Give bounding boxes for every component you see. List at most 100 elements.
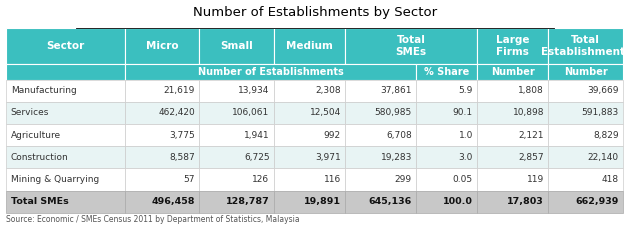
Text: 90.1: 90.1: [452, 108, 473, 117]
Text: Micro: Micro: [146, 41, 179, 51]
Bar: [274, 146, 345, 168]
Bar: [125, 146, 200, 168]
Bar: [200, 124, 274, 146]
Text: 3,775: 3,775: [169, 131, 195, 140]
Text: 1,941: 1,941: [244, 131, 269, 140]
Text: 5.9: 5.9: [458, 86, 473, 95]
Bar: [6, 28, 125, 64]
Bar: [345, 168, 416, 191]
Text: 128,787: 128,787: [226, 197, 269, 206]
Bar: [125, 191, 200, 213]
Bar: [548, 168, 623, 191]
Text: 21,619: 21,619: [164, 86, 195, 95]
Bar: [477, 102, 548, 124]
Text: 116: 116: [323, 175, 340, 184]
Text: 2,308: 2,308: [315, 86, 340, 95]
Text: Total SMEs: Total SMEs: [11, 197, 68, 206]
Bar: [416, 64, 477, 80]
Text: 8,587: 8,587: [169, 153, 195, 162]
Text: 462,420: 462,420: [158, 108, 195, 117]
Bar: [125, 124, 200, 146]
Text: Total
Establishments: Total Establishments: [541, 35, 631, 57]
Text: Large
Firms: Large Firms: [496, 35, 530, 57]
Bar: [416, 80, 477, 102]
Bar: [416, 124, 477, 146]
Text: 662,939: 662,939: [575, 197, 619, 206]
Text: Sector: Sector: [47, 41, 84, 51]
Bar: [200, 28, 274, 64]
Bar: [548, 28, 623, 64]
Text: 645,136: 645,136: [369, 197, 412, 206]
Bar: [416, 146, 477, 168]
Text: 6,708: 6,708: [386, 131, 412, 140]
Text: 57: 57: [184, 175, 195, 184]
Text: 992: 992: [324, 131, 340, 140]
Bar: [274, 80, 345, 102]
Text: 418: 418: [602, 175, 619, 184]
Text: Mining & Quarrying: Mining & Quarrying: [11, 175, 99, 184]
Text: Construction: Construction: [11, 153, 68, 162]
Text: 17,803: 17,803: [508, 197, 544, 206]
Bar: [125, 168, 200, 191]
Text: 100.0: 100.0: [443, 197, 473, 206]
Text: 6,725: 6,725: [244, 153, 269, 162]
Bar: [6, 80, 125, 102]
Bar: [6, 124, 125, 146]
Bar: [125, 102, 200, 124]
Bar: [477, 28, 548, 64]
Bar: [345, 124, 416, 146]
Text: 13,934: 13,934: [238, 86, 269, 95]
Text: Number: Number: [564, 67, 607, 77]
Bar: [125, 80, 200, 102]
Bar: [345, 191, 416, 213]
Bar: [200, 80, 274, 102]
Text: Total
SMEs: Total SMEs: [396, 35, 427, 57]
Bar: [548, 191, 623, 213]
Text: 37,861: 37,861: [380, 86, 412, 95]
Bar: [548, 146, 623, 168]
Text: 106,061: 106,061: [232, 108, 269, 117]
Text: Agriculture: Agriculture: [11, 131, 61, 140]
Text: Number of Establishments by Sector: Number of Establishments by Sector: [193, 6, 436, 19]
Text: 0.05: 0.05: [452, 175, 473, 184]
Text: Services: Services: [11, 108, 49, 117]
Bar: [416, 168, 477, 191]
Bar: [274, 102, 345, 124]
Bar: [125, 64, 416, 80]
Text: 12,504: 12,504: [310, 108, 340, 117]
Text: 496,458: 496,458: [152, 197, 195, 206]
Bar: [477, 191, 548, 213]
Text: 22,140: 22,140: [588, 153, 619, 162]
Text: Source: Economic / SMEs Census 2011 by Department of Statistics, Malaysia: Source: Economic / SMEs Census 2011 by D…: [6, 215, 300, 224]
Bar: [548, 124, 623, 146]
Bar: [274, 28, 345, 64]
Bar: [6, 191, 125, 213]
Text: 2,121: 2,121: [518, 131, 544, 140]
Text: 299: 299: [395, 175, 412, 184]
Bar: [274, 191, 345, 213]
Text: 1.0: 1.0: [458, 131, 473, 140]
Bar: [416, 102, 477, 124]
Bar: [477, 80, 548, 102]
Bar: [274, 168, 345, 191]
Bar: [548, 80, 623, 102]
Text: Medium: Medium: [286, 41, 333, 51]
Text: 10,898: 10,898: [513, 108, 544, 117]
Bar: [477, 146, 548, 168]
Bar: [416, 191, 477, 213]
Bar: [345, 146, 416, 168]
Text: 126: 126: [252, 175, 269, 184]
Text: 3,971: 3,971: [315, 153, 340, 162]
Bar: [345, 28, 477, 64]
Text: 19,891: 19,891: [304, 197, 340, 206]
Bar: [6, 146, 125, 168]
Bar: [6, 102, 125, 124]
Text: Small: Small: [220, 41, 253, 51]
Text: Manufacturing: Manufacturing: [11, 86, 76, 95]
Bar: [200, 102, 274, 124]
Text: 119: 119: [527, 175, 544, 184]
Text: Number of Establishments: Number of Establishments: [198, 67, 344, 77]
Text: 1,808: 1,808: [518, 86, 544, 95]
Bar: [200, 168, 274, 191]
Bar: [477, 124, 548, 146]
